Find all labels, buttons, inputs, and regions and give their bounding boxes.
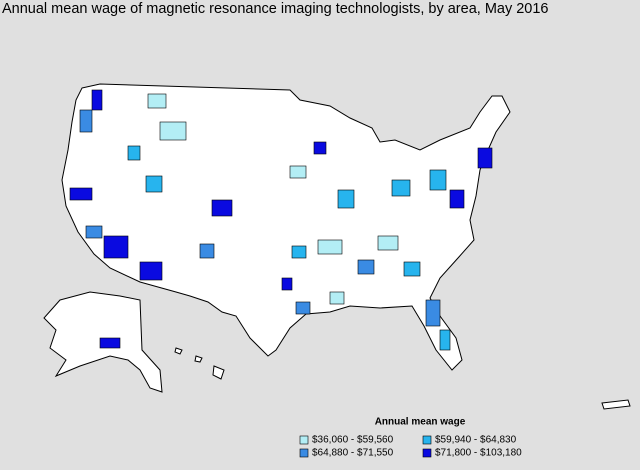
area xyxy=(281,277,293,291)
hawaii xyxy=(174,347,225,380)
area xyxy=(69,187,93,201)
area xyxy=(313,141,327,155)
legend-swatch xyxy=(422,448,432,458)
legend-swatch xyxy=(299,435,309,445)
continental-us xyxy=(61,83,511,371)
area xyxy=(99,337,121,349)
area xyxy=(357,259,375,275)
area xyxy=(147,93,167,109)
area xyxy=(103,235,129,259)
area xyxy=(91,89,103,111)
legend-label: $64,880 - $71,550 xyxy=(312,448,394,459)
area xyxy=(337,189,355,209)
legend-label: $59,940 - $64,830 xyxy=(435,435,517,446)
area xyxy=(329,291,345,305)
puerto-rico xyxy=(601,399,631,410)
legend-swatch xyxy=(299,448,309,458)
area xyxy=(377,235,399,251)
area xyxy=(159,121,187,141)
legend: $36,060 - $59,560 $59,940 - $64,830 $64,88… xyxy=(299,435,522,459)
area xyxy=(477,147,493,169)
legend-title: Annual mean wage xyxy=(375,417,466,428)
area xyxy=(85,225,103,239)
area xyxy=(211,199,233,217)
legend-swatch xyxy=(422,435,432,445)
area xyxy=(145,175,163,193)
legend-label: $36,060 - $59,560 xyxy=(312,435,394,446)
area xyxy=(317,239,343,255)
area xyxy=(139,261,163,281)
area xyxy=(127,145,141,161)
area xyxy=(79,109,93,133)
area xyxy=(295,301,311,315)
map-title: Annual mean wage of magnetic resonance i… xyxy=(2,1,549,17)
legend-label: $71,800 - $103,180 xyxy=(435,448,522,459)
area xyxy=(425,299,441,327)
area xyxy=(429,169,447,191)
area xyxy=(403,261,421,277)
area xyxy=(289,165,307,179)
area xyxy=(199,243,215,259)
area xyxy=(291,245,307,259)
area xyxy=(439,329,451,351)
area xyxy=(449,189,465,209)
area xyxy=(391,179,411,197)
map-areas xyxy=(43,83,631,410)
